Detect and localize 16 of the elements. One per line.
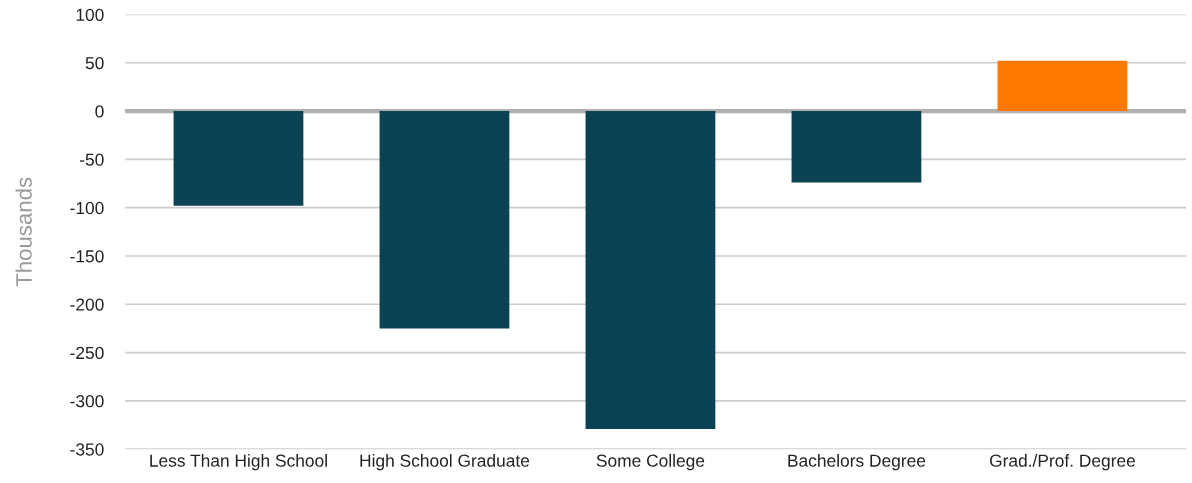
y-tick-label: -250 [70, 346, 104, 360]
y-tick-label: -150 [70, 250, 104, 263]
y-tick-label: 0 [95, 105, 104, 118]
y-tick-label: -100 [70, 201, 104, 215]
y-tick-label: -200 [70, 298, 104, 311]
x-tick-label: Some College [596, 454, 705, 471]
y-tick-label: 50 [85, 56, 104, 70]
y-tick-label: 100 [76, 8, 104, 21]
y-tick-label: -350 [70, 443, 104, 456]
y-tick-label: -300 [70, 395, 104, 408]
x-tick-label: Grad./Prof. Degree [989, 454, 1136, 471]
y-tick-label: -50 [80, 153, 104, 166]
x-tick-label: Bachelors Degree [788, 454, 926, 471]
y-axis-title: Thousands [15, 177, 32, 287]
x-tick-label: Less Than High School [150, 454, 327, 471]
x-tick-label: High School Graduate [360, 454, 530, 471]
